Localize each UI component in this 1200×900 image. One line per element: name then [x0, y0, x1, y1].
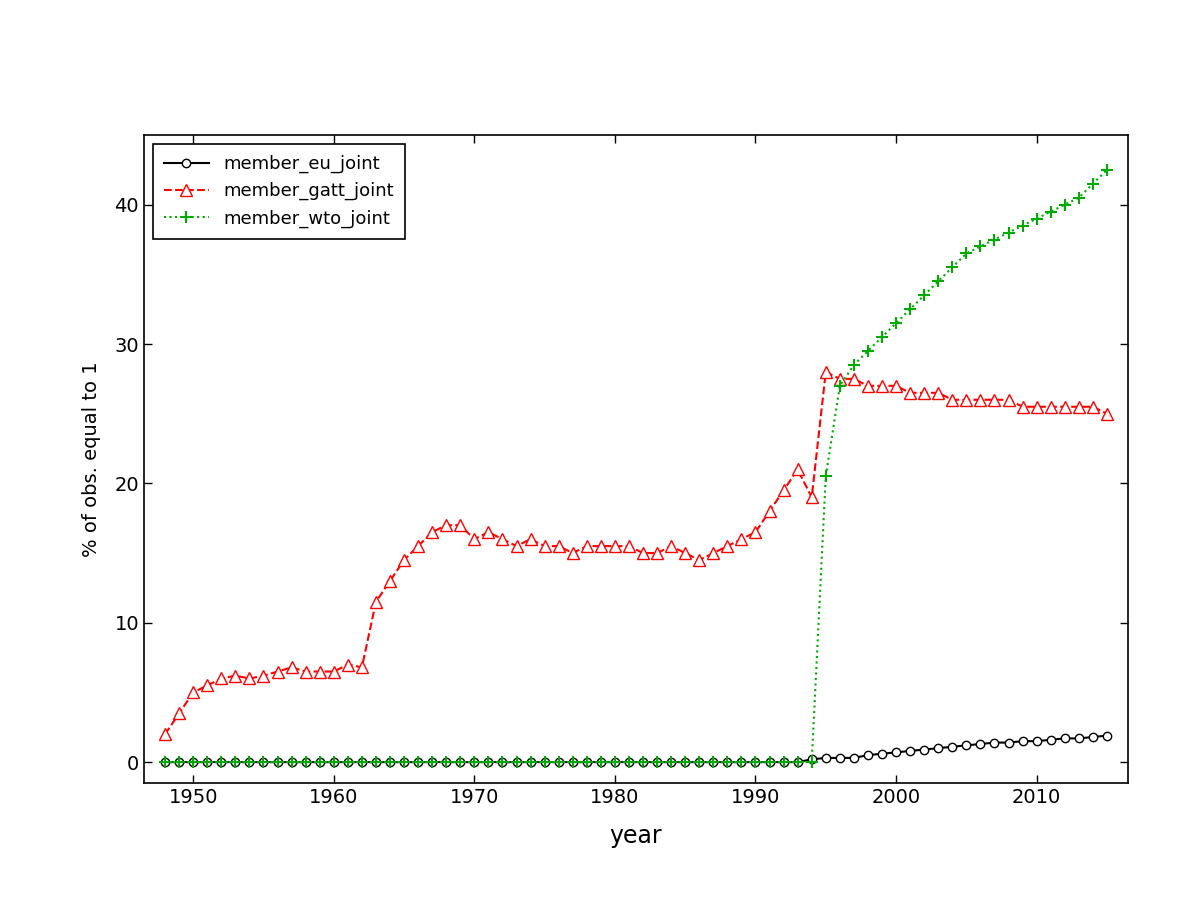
Legend: member_eu_joint, member_gatt_joint, member_wto_joint: member_eu_joint, member_gatt_joint, memb… — [154, 144, 404, 238]
X-axis label: year: year — [610, 824, 662, 848]
Y-axis label: % of obs. equal to 1: % of obs. equal to 1 — [82, 361, 101, 557]
